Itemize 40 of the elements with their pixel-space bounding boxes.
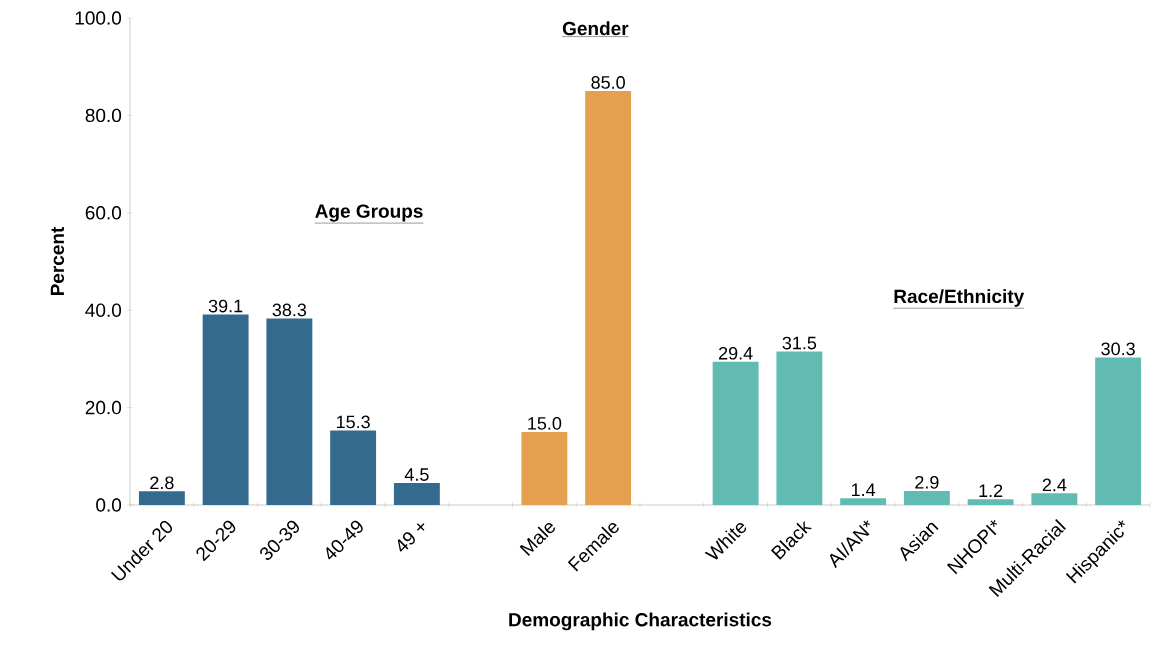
- data-label: 1.4: [851, 483, 876, 496]
- bar: [1031, 493, 1078, 505]
- bar: [521, 431, 568, 505]
- data-label: 2.8: [150, 476, 174, 490]
- bar: [712, 361, 759, 505]
- bar: [840, 498, 887, 505]
- data-label: 30.3: [1101, 342, 1135, 356]
- data-label: 38.3: [272, 303, 307, 317]
- data-label: 2.4: [1042, 478, 1067, 492]
- bar: [266, 318, 313, 505]
- data-label: 15.0: [528, 417, 562, 430]
- bar: [393, 483, 440, 505]
- data-label: 29.4: [719, 346, 753, 360]
- annotation: Gender: [562, 21, 629, 36]
- x-axis-title: Demographic Characteristics: [509, 612, 772, 631]
- data-label: 85.0: [591, 76, 625, 89]
- data-label: 4.5: [404, 468, 429, 481]
- data-label: 15.3: [336, 415, 370, 429]
- y-tick-label: 60.0: [85, 206, 122, 220]
- bar: [330, 430, 377, 505]
- data-label: 2.9: [915, 475, 939, 489]
- data-label: 1.2: [979, 484, 1003, 497]
- y-tick-label: 40.0: [85, 303, 122, 317]
- bar: [776, 351, 823, 505]
- bar: [585, 91, 632, 505]
- data-label: 39.1: [208, 299, 243, 313]
- y-tick-label: 20.0: [85, 400, 122, 415]
- annotation: Race/Ethnicity: [894, 289, 1025, 307]
- x-tick-label: 49 +: [397, 523, 425, 552]
- y-tick-label: 80.0: [85, 108, 122, 123]
- bar: [967, 499, 1014, 505]
- bar: [202, 314, 249, 505]
- bar: [903, 490, 950, 505]
- bar: [138, 491, 185, 505]
- bar: [1095, 357, 1142, 505]
- y-tick-label: 0.0: [96, 498, 122, 512]
- data-label: 31.5: [782, 336, 817, 350]
- y-axis-title: Percent: [50, 226, 65, 296]
- y-tick-label: 100.0: [75, 11, 122, 25]
- annotation: Age Groups: [315, 204, 423, 222]
